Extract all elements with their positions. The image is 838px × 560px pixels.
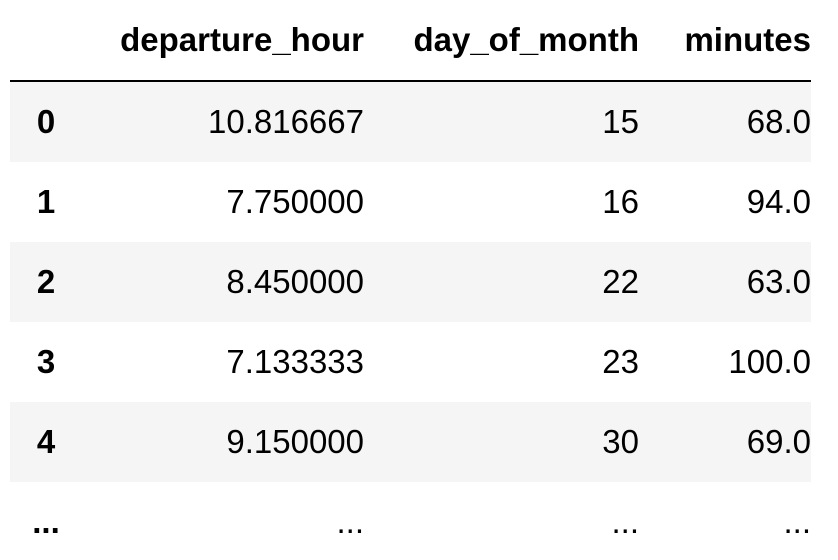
cell-ellipsis: ...: [336, 503, 364, 540]
column-header-day-of-month: day_of_month: [364, 0, 639, 82]
cell-day-of-month: 30: [602, 423, 639, 460]
cell-day-of-month: 16: [602, 183, 639, 220]
ellipsis-row: ... ... ... ...: [10, 482, 811, 560]
cell-departure-hour: 7.750000: [226, 183, 364, 220]
dataframe-table: departure_hour day_of_month minutes 0 10…: [10, 0, 811, 560]
table-row: 2 8.450000 22 63.0: [10, 242, 811, 322]
cell-departure-hour: 9.150000: [226, 423, 364, 460]
table-row: 1 7.750000 16 94.0: [10, 162, 811, 242]
table-header: departure_hour day_of_month minutes: [10, 0, 811, 82]
column-header-departure-hour: departure_hour: [82, 0, 364, 82]
cell-ellipsis: ...: [783, 503, 811, 540]
row-index: 0: [36, 103, 56, 140]
table-row: 3 7.133333 23 100.0: [10, 322, 811, 402]
cell-ellipsis: ...: [611, 503, 639, 540]
cell-day-of-month: 15: [602, 103, 639, 140]
cell-day-of-month: 23: [602, 343, 639, 380]
row-index: 4: [36, 423, 56, 460]
index-header: [10, 0, 82, 82]
cell-departure-hour: 10.816667: [208, 103, 364, 140]
cell-minutes: 68.0: [746, 103, 811, 140]
header-row: departure_hour day_of_month minutes: [10, 0, 811, 82]
cell-departure-hour: 8.450000: [226, 263, 364, 300]
row-index: 1: [36, 183, 56, 220]
cell-minutes: 100.0: [728, 343, 811, 380]
cell-minutes: 63.0: [746, 263, 811, 300]
cell-departure-hour: 7.133333: [226, 343, 364, 380]
table-body: 0 10.816667 15 68.0 1 7.750000 16 94.0 2…: [10, 81, 811, 560]
row-index: 3: [36, 343, 56, 380]
cell-minutes: 69.0: [746, 423, 811, 460]
row-index: 2: [36, 263, 56, 300]
table-row: 0 10.816667 15 68.0: [10, 81, 811, 162]
row-index: ...: [32, 503, 60, 540]
cell-day-of-month: 22: [602, 263, 639, 300]
cell-minutes: 94.0: [746, 183, 811, 220]
table-row: 4 9.150000 30 69.0: [10, 402, 811, 482]
column-header-minutes: minutes: [639, 0, 811, 82]
